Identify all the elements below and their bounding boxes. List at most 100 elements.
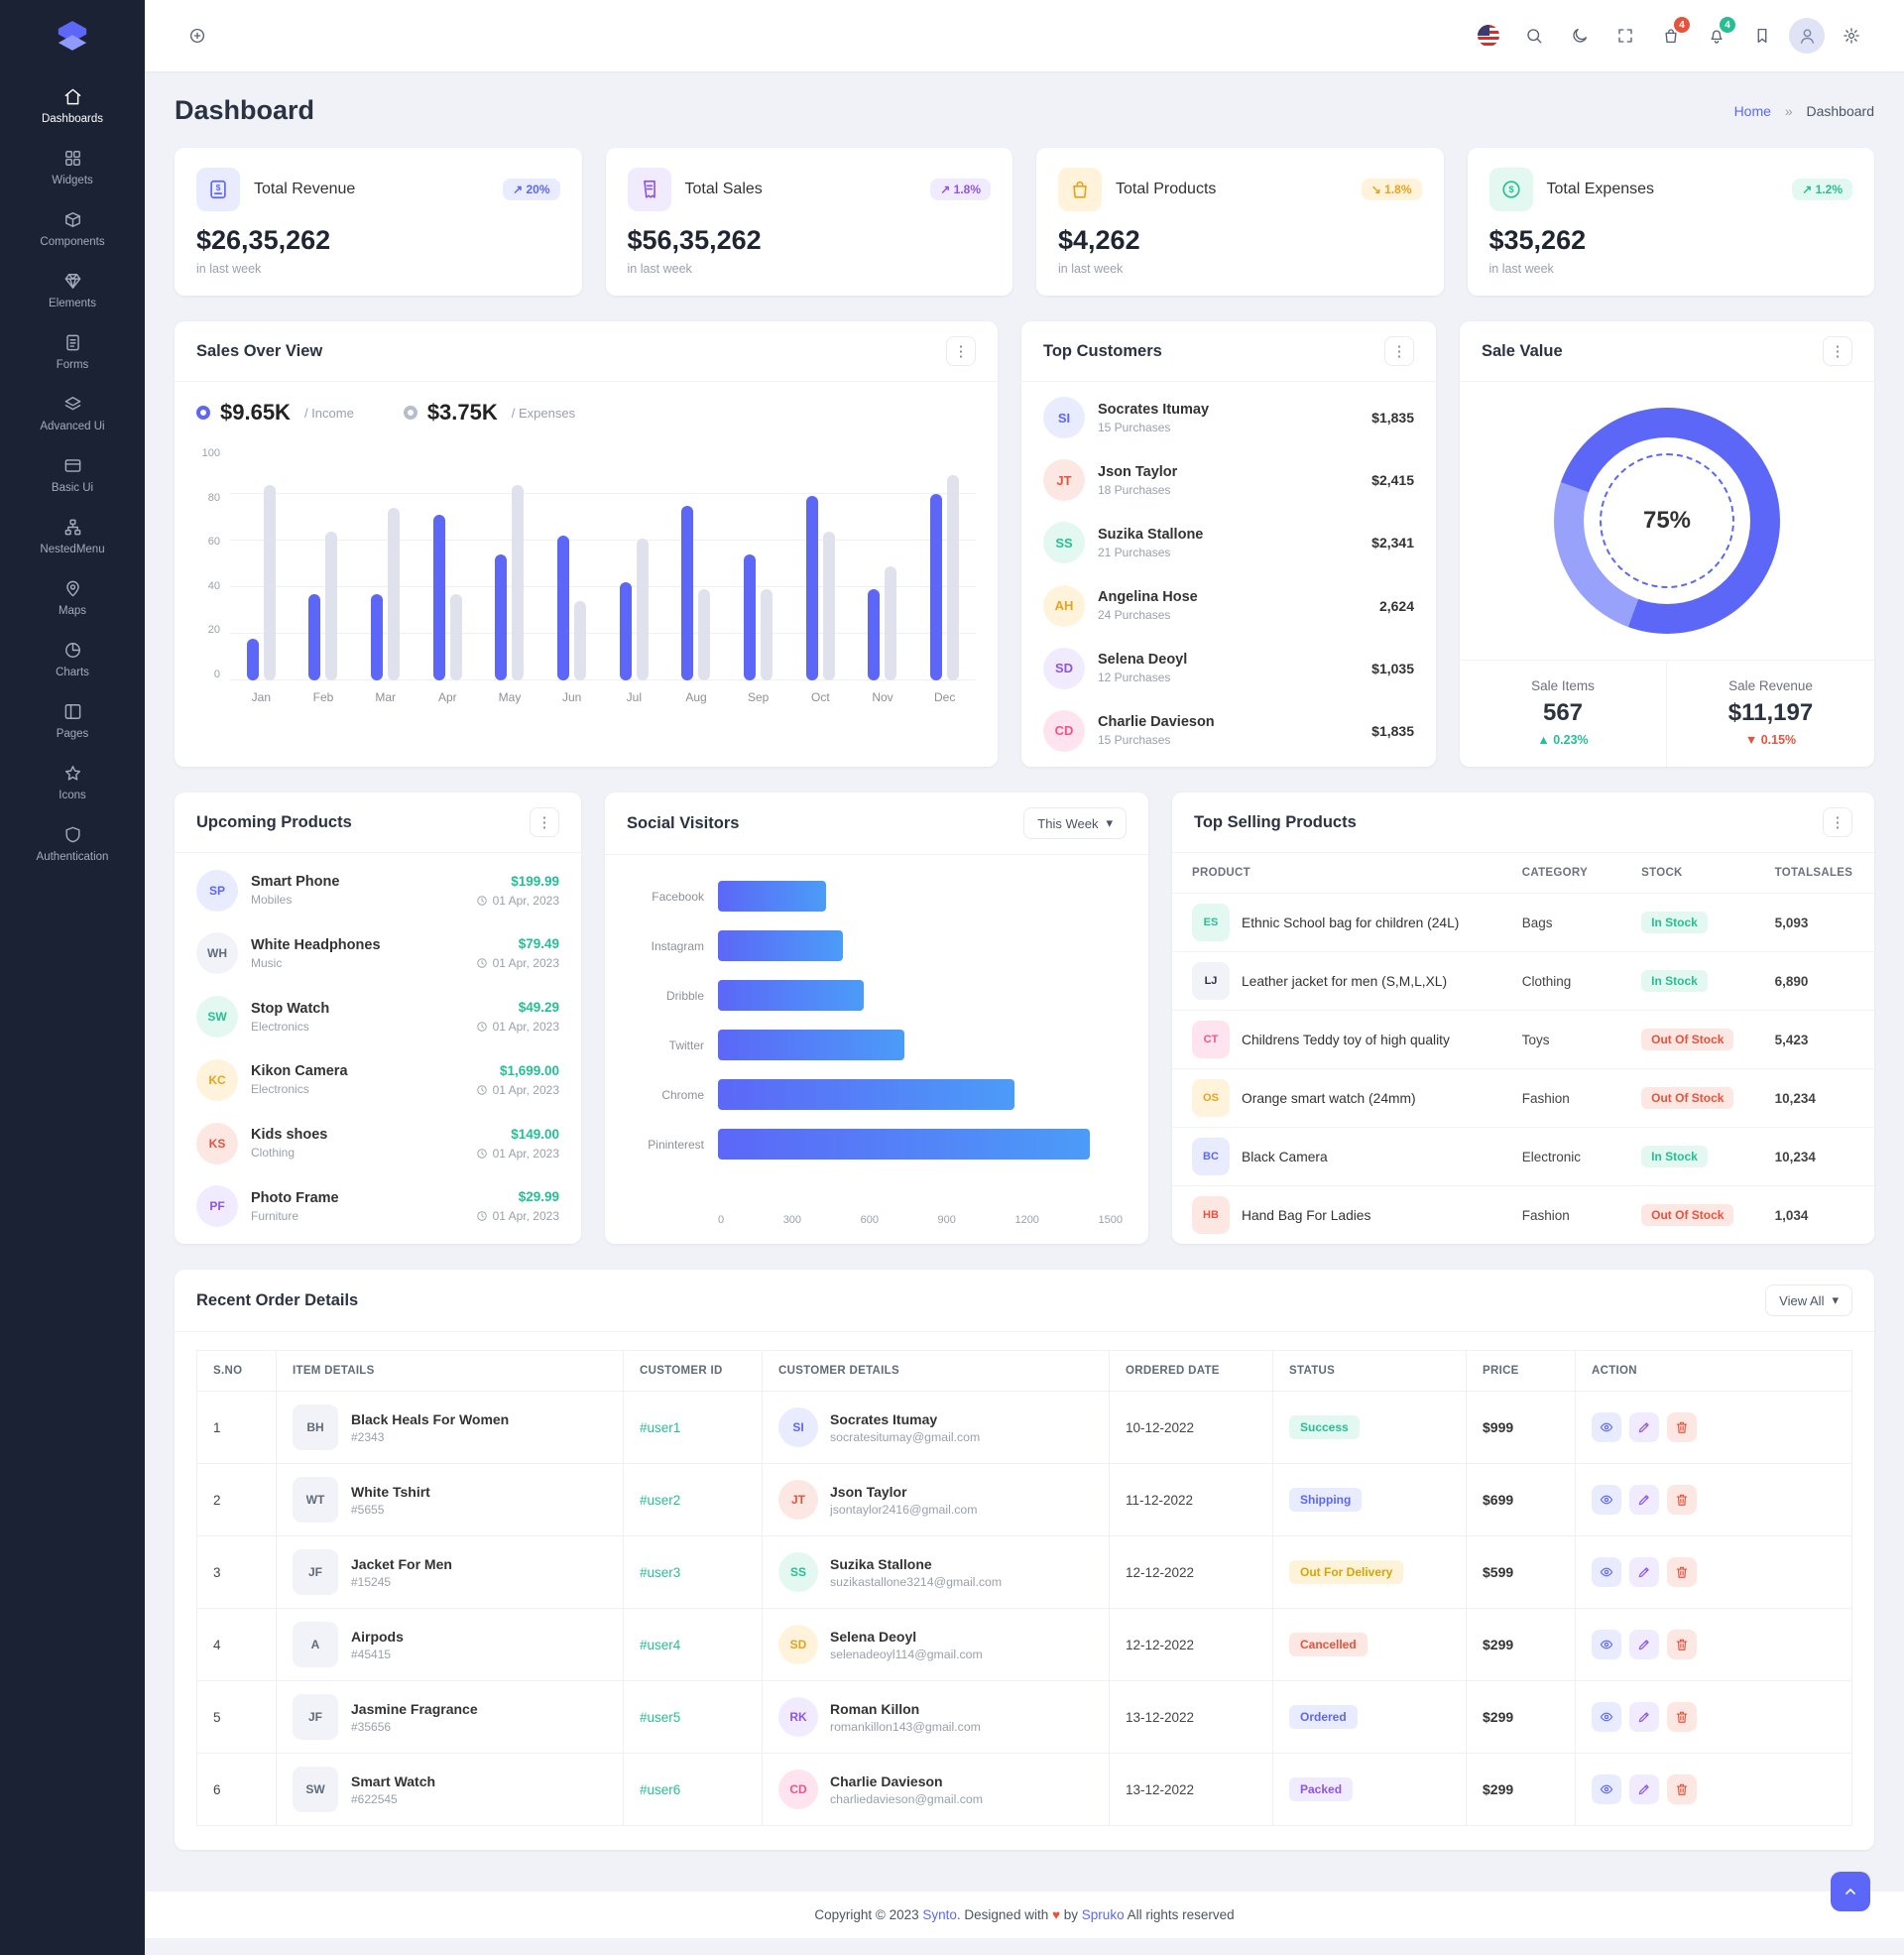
caret-down-icon: ▾ [1106, 815, 1113, 830]
cart-button[interactable]: 4 [1652, 17, 1690, 55]
week-filter-button[interactable]: This Week ▾ [1023, 807, 1127, 839]
sidebar-item[interactable]: Widgets [0, 137, 145, 198]
view-button[interactable] [1592, 1485, 1621, 1515]
page-header: Dashboard Home » Dashboard [175, 95, 1874, 126]
product-row: SW Stop Watch Electronics $49.29 01 Apr,… [175, 987, 581, 1046]
view-button[interactable] [1592, 1412, 1621, 1442]
search-icon [1525, 27, 1543, 45]
product-price: $1,699.00 [499, 1062, 559, 1078]
edit-button[interactable] [1629, 1774, 1659, 1804]
product-category: Electronics [251, 1019, 309, 1034]
search-button[interactable] [1515, 17, 1553, 55]
income-bar [681, 505, 694, 680]
language-flag-button[interactable] [1470, 17, 1507, 55]
x-axis: Jan Feb Mar Apr May Jun Jul Aug Sep Oct Nov Dec [230, 690, 976, 704]
user-avatar[interactable] [1789, 18, 1825, 54]
total-sales: 10,234 [1754, 1068, 1874, 1128]
fullscreen-button[interactable] [1606, 17, 1644, 55]
card-menu-button[interactable]: ⋮ [1823, 807, 1852, 837]
card-menu-button[interactable]: ⋮ [530, 807, 559, 837]
item-thumb: WT [293, 1477, 338, 1523]
x-axis-label: Mar [375, 690, 396, 704]
social-label: Facebook [652, 889, 704, 904]
income-bar [619, 582, 632, 680]
synto-link[interactable]: Synto [922, 1907, 957, 1922]
view-button[interactable] [1592, 1774, 1621, 1804]
breadcrumb-separator: » [1784, 102, 1793, 119]
delete-button[interactable] [1667, 1412, 1697, 1442]
customer-id-link[interactable]: #user2 [640, 1493, 681, 1508]
edit-button[interactable] [1629, 1412, 1659, 1442]
delete-button[interactable] [1667, 1557, 1697, 1587]
expenses-bar [636, 538, 649, 680]
product-thumb: PF [196, 1185, 238, 1228]
view-all-button[interactable]: View All ▾ [1765, 1284, 1852, 1316]
heart-icon: ♥ [1051, 1907, 1060, 1922]
customer-purchases: 12 Purchases [1098, 671, 1171, 685]
sidebar-item[interactable]: Elements [0, 260, 145, 321]
sidebar-item[interactable]: Forms [0, 321, 145, 383]
scroll-to-top-button[interactable] [1831, 1872, 1870, 1911]
sidebar-item[interactable]: NestedMenu [0, 506, 145, 567]
edit-button[interactable] [1629, 1557, 1659, 1587]
bookmark-button[interactable] [1743, 17, 1781, 55]
notifications-button[interactable]: 4 [1698, 17, 1735, 55]
view-button[interactable] [1592, 1557, 1621, 1587]
expenses-bar [947, 475, 960, 680]
sidebar-item[interactable]: Components [0, 198, 145, 260]
customer-id-link[interactable]: #user4 [640, 1638, 681, 1652]
delete-button[interactable] [1667, 1630, 1697, 1659]
delete-button[interactable] [1667, 1702, 1697, 1732]
customer-id-link[interactable]: #user6 [640, 1782, 681, 1797]
theme-toggle-button[interactable] [1561, 17, 1599, 55]
item-id: #45415 [351, 1647, 392, 1661]
customer-id-link[interactable]: #user3 [640, 1565, 681, 1580]
app-logo[interactable] [0, 0, 145, 71]
x-axis-label: 300 [782, 1214, 802, 1226]
view-button[interactable] [1592, 1630, 1621, 1659]
breadcrumb-home[interactable]: Home [1733, 102, 1771, 119]
sidebar-item[interactable]: Advanced Ui [0, 383, 145, 444]
card-title: Top Selling Products [1194, 812, 1357, 831]
clock-icon [476, 895, 488, 907]
spruko-link[interactable]: Spruko [1081, 1907, 1125, 1922]
sidebar-item[interactable]: Basic Ui [0, 444, 145, 506]
month-bar-group [789, 447, 852, 680]
product-thumb: HB [1192, 1196, 1230, 1234]
sidebar-item[interactable]: Dashboards [0, 75, 145, 137]
customer-id-link[interactable]: #user1 [640, 1420, 681, 1435]
edit-button[interactable] [1629, 1702, 1659, 1732]
view-button[interactable] [1592, 1702, 1621, 1732]
card-menu-button[interactable]: ⋮ [1384, 336, 1414, 366]
customer-id-link[interactable]: #user5 [640, 1710, 681, 1725]
edit-button[interactable] [1629, 1630, 1659, 1659]
x-axis-label: Aug [685, 690, 707, 704]
settings-button[interactable] [1833, 17, 1870, 55]
product-name: Leather jacket for men (S,M,L,XL) [1242, 973, 1448, 989]
sidebar-item-icon [63, 825, 82, 844]
customer-name: Json Taylor [830, 1483, 907, 1500]
product-date: 01 Apr, 2023 [492, 956, 559, 971]
sidebar-item[interactable]: Maps [0, 567, 145, 629]
sale-items-stat: Sale Items 567 ▲ 0.23% [1460, 661, 1667, 767]
stat-title: Total Products [1116, 181, 1217, 197]
sidebar-item[interactable]: Authentication [0, 813, 145, 875]
sidebar-item[interactable]: Pages [0, 690, 145, 752]
order-row: 3 JF Jacket For Men #15245 [196, 1535, 1852, 1609]
add-button[interactable] [178, 17, 216, 55]
stat-note: in last week [196, 262, 262, 276]
edit-button[interactable] [1629, 1485, 1659, 1515]
sidebar-item[interactable]: Charts [0, 629, 145, 690]
customer-purchases: 15 Purchases [1098, 733, 1171, 748]
card-menu-button[interactable]: ⋮ [1823, 336, 1852, 366]
card-menu-button[interactable]: ⋮ [946, 336, 976, 366]
delete-button[interactable] [1667, 1774, 1697, 1804]
social-label: Pininterest [648, 1137, 704, 1152]
sidebar-item[interactable]: Icons [0, 752, 145, 813]
delete-button[interactable] [1667, 1485, 1697, 1515]
product-thumb: ES [1192, 904, 1230, 941]
social-bar [718, 980, 864, 1011]
product-category: Electronics [251, 1082, 309, 1097]
order-row: 4 A Airpods #45415 #user4 [196, 1608, 1852, 1681]
order-sno: 2 [196, 1463, 277, 1536]
